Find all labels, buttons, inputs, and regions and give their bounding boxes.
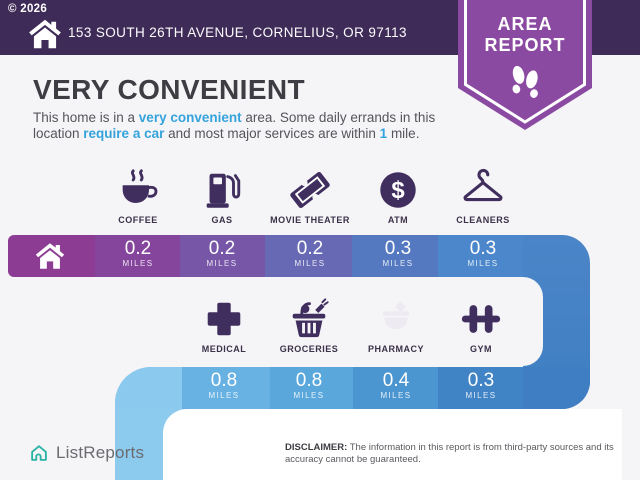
distance-unit: MILES <box>294 259 326 268</box>
distance-unit: MILES <box>467 259 499 268</box>
summary-highlight: require a car <box>83 126 165 142</box>
coffee-icon <box>122 169 158 203</box>
summary-highlight: very convenient <box>138 110 242 125</box>
summary-text: area. Some daily errands in this locatio… <box>33 110 436 142</box>
place-label: CLEANERS <box>456 215 510 225</box>
footer-card <box>163 409 622 480</box>
badge-line2: REPORT <box>484 34 566 55</box>
hanger-icon <box>463 168 503 202</box>
place-pharmacy: PHARMACY <box>353 296 439 354</box>
distance-value: 0.8 <box>295 370 323 391</box>
summary-paragraph: This home is in a very convenient area. … <box>33 110 463 143</box>
disclaimer-label: DISCLAIMER: <box>285 442 348 453</box>
distance-value: 0.2 <box>124 238 152 259</box>
place-label: MOVIE THEATER <box>270 215 350 225</box>
distance-gym: 0.3 MILES <box>438 371 524 409</box>
distance-atm: 0.3 MILES <box>355 239 441 277</box>
distance-unit: MILES <box>206 259 238 268</box>
basket-icon <box>292 298 329 338</box>
place-movie-theater: MOVIE THEATER <box>267 167 353 225</box>
home-icon <box>29 19 61 49</box>
distance-unit: MILES <box>293 391 325 400</box>
medical-cross-icon <box>207 302 241 336</box>
atm-icon: $ <box>380 172 416 208</box>
dumbbell-icon <box>461 305 501 333</box>
summary-text: This home is in a <box>33 110 139 125</box>
place-coffee: COFFEE <box>95 167 181 225</box>
place-label: GROCERIES <box>279 344 339 354</box>
page-title: VERY CONVENIENT <box>33 74 306 105</box>
badge-line1: AREA <box>497 14 553 34</box>
distance-unit: MILES <box>122 259 154 268</box>
distance-value: 0.2 <box>208 238 236 259</box>
place-label: GAS <box>211 215 233 225</box>
footprints-icon <box>512 65 538 98</box>
distance-unit: MILES <box>380 391 412 400</box>
home-icon <box>35 243 65 269</box>
disclaimer: DISCLAIMER: The information in this repo… <box>285 442 625 467</box>
distance-value: 0.3 <box>384 238 412 259</box>
distance-gas: 0.2 MILES <box>179 239 265 277</box>
distance-coffee: 0.2 MILES <box>95 239 181 277</box>
summary-text: and most major services are within <box>164 126 380 142</box>
distance-movie-theater: 0.2 MILES <box>267 239 353 277</box>
distance-cleaners: 0.3 MILES <box>440 239 526 277</box>
area-report-badge: AREA REPORT <box>458 0 592 134</box>
summary-text: mile. <box>387 126 420 142</box>
property-address: 153 SOUTH 26TH AVENUE, CORNELIUS, OR 971… <box>68 25 407 40</box>
distance-pharmacy: 0.4 MILES <box>353 371 439 409</box>
distance-value: 0.4 <box>382 370 410 391</box>
distance-value: 0.3 <box>467 370 495 391</box>
place-label: GYM <box>469 344 492 354</box>
badge-shield <box>458 0 592 130</box>
distance-unit: MILES <box>208 391 240 400</box>
place-groceries: GROCERIES <box>266 296 352 354</box>
place-label: MEDICAL <box>201 344 247 354</box>
distance-groceries: 0.8 MILES <box>266 371 352 409</box>
svg-text:$: $ <box>391 177 404 204</box>
copyright-text: © 2026 <box>8 3 48 15</box>
pharmacy-icon <box>382 301 410 330</box>
place-label: COFFEE <box>118 215 158 225</box>
place-label: ATM <box>387 215 409 225</box>
place-atm: $ ATM <box>355 167 441 225</box>
movie-ticket-icon <box>290 171 330 209</box>
distance-medical: 0.8 MILES <box>181 371 267 409</box>
disclaimer-text: The information in this report is from t… <box>285 442 614 466</box>
listreports-house-icon <box>31 445 47 461</box>
road-row2-bar <box>115 367 590 409</box>
place-medical: MEDICAL <box>181 296 267 354</box>
place-label: PHARMACY <box>367 344 424 354</box>
summary-highlight: 1 <box>379 126 388 142</box>
road-row1-bar <box>8 235 523 277</box>
place-gas: GAS <box>179 167 265 225</box>
brand-name: ListReports <box>56 443 145 462</box>
place-cleaners: CLEANERS <box>440 167 526 225</box>
distance-unit: MILES <box>465 391 497 400</box>
distance-value: 0.8 <box>210 370 238 391</box>
listreports-logo: ListReports <box>28 441 144 465</box>
distance-value: 0.2 <box>296 238 324 259</box>
distance-unit: MILES <box>382 259 414 268</box>
gas-icon <box>206 173 241 208</box>
badge-title: AREA REPORT <box>458 14 592 55</box>
distance-value: 0.3 <box>469 238 497 259</box>
place-gym: GYM <box>438 296 524 354</box>
